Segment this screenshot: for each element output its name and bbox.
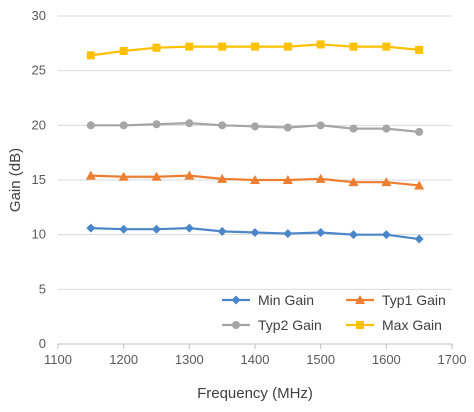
y-axis-title: Gain (dB) [7, 148, 24, 212]
x-axis-title: Frequency (MHz) [197, 385, 313, 402]
max-gain-point [152, 43, 161, 52]
typ2-gain-point [415, 127, 424, 136]
x-axis-ticks: 1100 1200 1300 1400 1500 1600 1700 [44, 352, 466, 367]
typ2-gain-point [185, 119, 194, 128]
min-gain-point [119, 224, 129, 234]
max-gain-point [349, 42, 358, 51]
legend-label: Min Gain [258, 292, 314, 308]
legend-swatch-marker [356, 321, 364, 329]
typ1-gain-point [217, 173, 228, 183]
min-gain-point [349, 230, 358, 240]
min-gain-point [250, 227, 260, 237]
y-axis-ticks: 0 5 10 15 20 25 30 [32, 8, 46, 351]
legend-label: Max Gain [382, 317, 442, 333]
min-gain-point [217, 226, 227, 236]
max-gain-point [86, 51, 95, 60]
typ2-gain-point [251, 122, 259, 131]
legend-item-min-gain: Min Gain [222, 292, 314, 308]
typ1-gain-point [151, 171, 162, 181]
legend-label: Typ2 Gain [258, 317, 322, 333]
typ1-gain-point [315, 173, 326, 183]
min-gain-point [283, 229, 293, 239]
max-gain-series [86, 40, 424, 60]
max-gain-point [185, 42, 194, 51]
typ1-gain-point [282, 175, 293, 184]
x-tick-label: 1600 [372, 352, 401, 367]
min-gain-series [86, 223, 424, 244]
typ2-gain-point [316, 121, 325, 130]
max-gain-point [415, 45, 424, 54]
x-tick-label: 1400 [241, 352, 270, 367]
x-tick-label: 1200 [109, 352, 138, 367]
axes [57, 343, 453, 349]
legend-swatch-marker [355, 295, 365, 304]
typ2-gain-point [283, 123, 292, 132]
typ1-gain-point [381, 177, 392, 187]
max-gain-point [382, 42, 391, 51]
typ2-gain-point [349, 124, 358, 133]
typ2-gain-point [152, 120, 161, 129]
max-gain-point [251, 42, 259, 51]
max-gain-point [283, 42, 292, 51]
typ1-gain-point [414, 180, 425, 190]
y-tick-label: 5 [39, 281, 46, 296]
legend-label: Typ1 Gain [382, 292, 446, 308]
legend-swatch-marker [232, 321, 240, 329]
max-gain-point [119, 46, 128, 55]
legend: Min Gain Typ1 Gain Typ2 Gain Max Gain [222, 292, 446, 333]
typ1-gain-series [85, 170, 425, 190]
legend-swatch-marker [231, 295, 241, 305]
legend-item-max-gain: Max Gain [346, 317, 442, 333]
legend-item-typ2-gain: Typ2 Gain [222, 317, 322, 333]
typ2-gain-point [86, 121, 95, 130]
min-gain-point [152, 224, 161, 234]
series-layer [85, 40, 425, 244]
typ1-gain-point [348, 177, 359, 187]
y-tick-label: 25 [32, 63, 46, 78]
typ2-gain-point [119, 121, 128, 130]
y-tick-label: 20 [32, 117, 46, 132]
typ1-gain-point [118, 171, 129, 181]
y-tick-label: 15 [32, 172, 46, 187]
x-tick-label: 1100 [44, 352, 72, 367]
min-gain-point [316, 227, 326, 237]
x-tick-label: 1700 [438, 352, 467, 367]
min-gain-point [86, 223, 96, 233]
legend-item-typ1-gain: Typ1 Gain [346, 292, 446, 308]
min-gain-point [381, 230, 391, 240]
min-gain-point [414, 234, 424, 244]
max-gain-point [316, 40, 325, 49]
min-gain-point [184, 223, 194, 233]
x-tick-label: 1300 [175, 352, 204, 367]
max-gain-point [218, 42, 227, 51]
typ1-gain-point [85, 170, 96, 180]
typ2-gain-point [382, 124, 391, 133]
y-tick-label: 0 [39, 336, 46, 351]
gridlines [58, 15, 452, 290]
typ1-gain-point [184, 170, 195, 180]
y-tick-label: 30 [32, 8, 46, 23]
typ1-gain-point [250, 175, 260, 184]
typ2-gain-point [218, 121, 227, 130]
typ2-gain-series [86, 119, 424, 136]
x-tick-label: 1500 [306, 352, 335, 367]
y-tick-label: 10 [32, 227, 46, 242]
